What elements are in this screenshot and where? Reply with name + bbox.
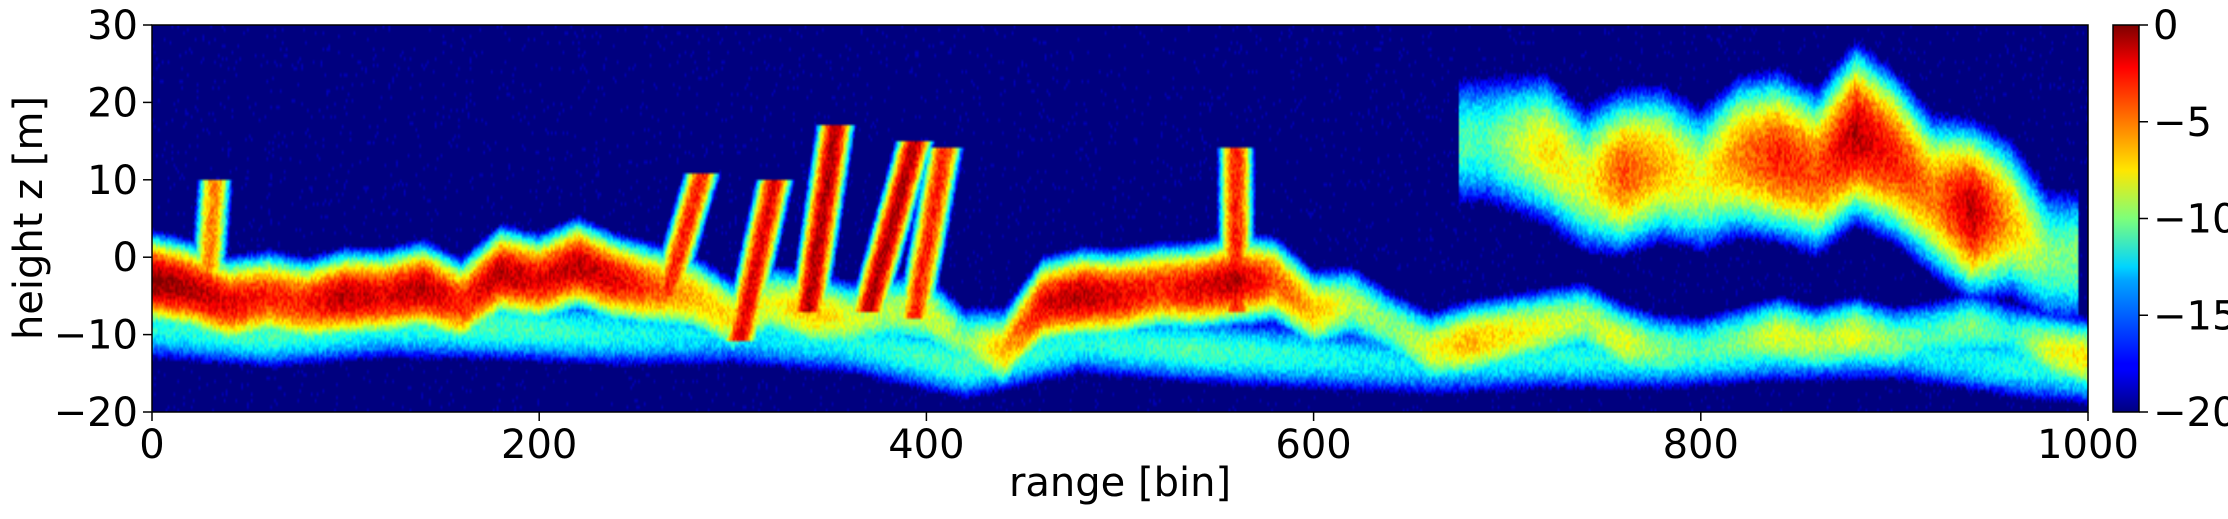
y-tick-label: 20 (87, 80, 138, 126)
x-tick-label: 600 (1275, 422, 1351, 468)
x-tick-label: 1000 (2037, 422, 2139, 468)
y-tick-label: −20 (54, 390, 138, 436)
plot-frame (151, 24, 2089, 413)
y-axis-label: height z [m] (6, 96, 52, 340)
colorbar: 0 −5 −10 −15 −20 (2112, 3, 2228, 436)
x-tick-label: 800 (1663, 422, 1739, 468)
colorbar-tick-label: −5 (2153, 100, 2212, 146)
y-tick-label: 10 (87, 158, 138, 204)
x-axis: 0 200 400 600 800 1000 range [bin] (139, 412, 2139, 506)
x-axis-label: range [bin] (1009, 460, 1231, 506)
x-tick-label: 0 (139, 422, 164, 468)
colorbar-tick-label: 0 (2153, 3, 2178, 49)
colorbar-gradient (2113, 25, 2139, 412)
y-tick-label: −10 (54, 313, 138, 359)
heatmap-plot (151, 24, 2089, 413)
x-tick-label: 400 (888, 422, 964, 468)
heatmap-image (152, 25, 2088, 412)
colorbar-tick-label: −20 (2153, 390, 2228, 436)
y-tick-label: 30 (87, 3, 138, 49)
y-axis: −20 −10 0 10 20 30 height z [m] (6, 3, 152, 436)
colorbar-tick-label: −15 (2153, 293, 2228, 339)
colorbar-tick-label: −10 (2153, 197, 2228, 243)
y-tick-label: 0 (113, 235, 138, 281)
x-tick-label: 200 (501, 422, 577, 468)
